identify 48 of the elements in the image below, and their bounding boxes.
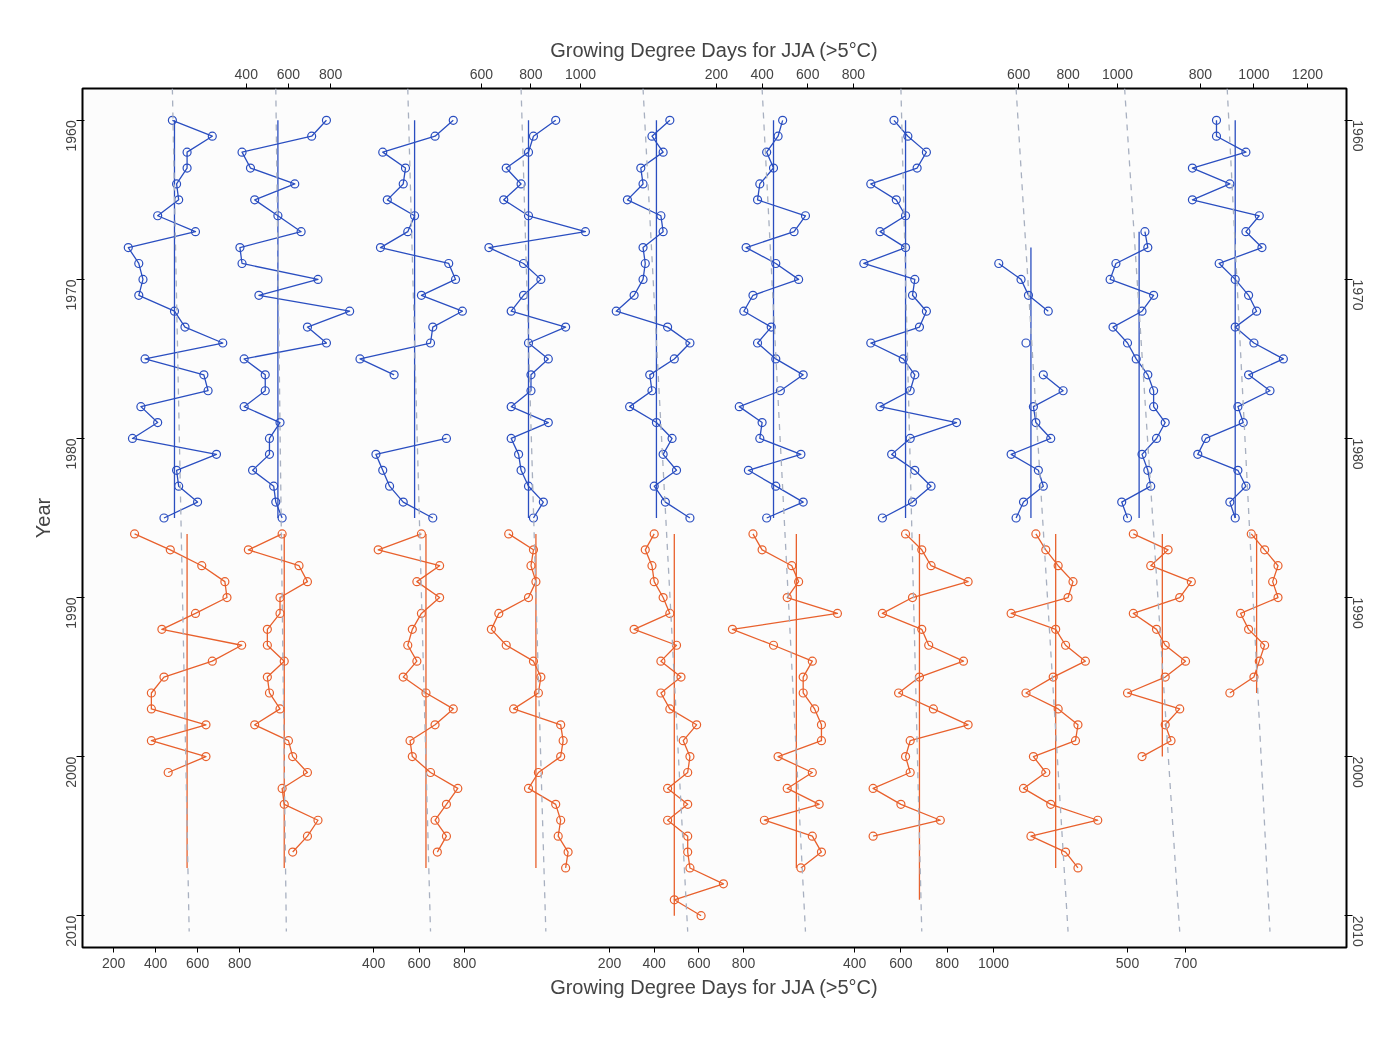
y-tick-label: 1980 — [63, 438, 80, 470]
x2-tick-label: 1000 — [564, 65, 597, 82]
y2-tick-label: 1990 — [1349, 597, 1366, 629]
x2-tick-label: 800 — [1056, 65, 1080, 82]
x2-tick-label: 800 — [318, 65, 343, 82]
y2-tick-label: 1960 — [1349, 120, 1366, 152]
y-tick-label: 2000 — [63, 756, 80, 788]
x-tick-label: 600 — [185, 954, 210, 971]
x-tick-label: 400 — [642, 954, 667, 971]
y-axis-title: Year — [31, 497, 54, 539]
x-tick-label: 400 — [143, 954, 168, 971]
y2-tick-label: 1970 — [1349, 279, 1366, 311]
x2-tick-label: 800 — [519, 65, 543, 82]
x2-tick-label: 1000 — [1238, 65, 1270, 82]
x-axis-title: Growing Degree Days for JJA (>5°C) — [550, 975, 878, 998]
y-tick-label: 1960 — [63, 120, 80, 152]
x2-tick-label: 600 — [796, 65, 820, 82]
y-tick-label: 1990 — [63, 597, 80, 629]
x2-tick-label: 200 — [704, 65, 729, 82]
x2-tick-label: 800 — [841, 65, 866, 82]
x-tick-label: 800 — [452, 954, 477, 971]
x-tick-label: 600 — [889, 954, 913, 971]
y-tick-label: 1970 — [63, 279, 80, 311]
x-tick-label: 600 — [687, 954, 711, 971]
x-tick-label: 600 — [407, 954, 432, 971]
x-tick-label: 700 — [1173, 954, 1198, 971]
y2-tick-label: 2010 — [1349, 915, 1366, 948]
x2-tick-label: 600 — [1006, 65, 1031, 82]
x2-tick-label: 600 — [276, 65, 301, 82]
y2-tick-label: 1980 — [1349, 438, 1366, 470]
x2-tick-label: 800 — [1188, 65, 1213, 82]
y2-tick-label: 2000 — [1349, 756, 1366, 788]
x2-tick-label: 600 — [469, 65, 494, 82]
x-tick-label: 500 — [1115, 954, 1140, 971]
x-tick-label: 400 — [361, 954, 386, 971]
x-tick-label: 1000 — [978, 954, 1010, 971]
x2-tick-label: 400 — [234, 65, 259, 82]
x2-tick-label: 1200 — [1291, 65, 1324, 82]
x-tick-label: 200 — [101, 954, 126, 971]
x2-tick-label: 400 — [750, 65, 774, 82]
x2-tick-label: 1000 — [1101, 65, 1134, 82]
x-tick-label: 800 — [935, 954, 960, 971]
y-tick-label: 2010 — [63, 915, 80, 947]
x-tick-label: 400 — [842, 954, 867, 971]
x-tick-label: 800 — [227, 954, 252, 971]
x-tick-label: 200 — [597, 954, 622, 971]
x-tick-label: 800 — [731, 954, 756, 971]
chart-title: Growing Degree Days for JJA (>5°C) — [550, 38, 878, 61]
